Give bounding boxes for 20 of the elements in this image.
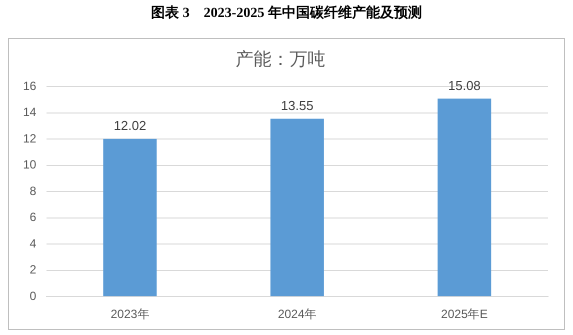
- bar: [270, 118, 324, 296]
- y-tick-label: 8: [30, 184, 37, 198]
- x-tick-label: 2023年: [110, 307, 150, 322]
- bar: [103, 138, 157, 296]
- y-tick-label: 14: [22, 105, 37, 120]
- data-label: 15.08: [448, 78, 481, 93]
- x-tick-label: 2025年E: [441, 307, 488, 322]
- y-tick-label: 0: [30, 288, 37, 303]
- y-tick-label: 6: [30, 210, 37, 224]
- chart-subtitle: 产能：万吨: [236, 48, 326, 69]
- chart-title: 图表 3 2023-2025 年中国碳纤维产能及预测: [150, 4, 423, 22]
- y-tick-label: 4: [30, 236, 37, 250]
- bar: [438, 98, 492, 296]
- y-tick-label: 10: [22, 158, 37, 172]
- data-label: 13.55: [280, 98, 314, 113]
- y-tick-label: 2: [30, 262, 37, 277]
- x-tick-label: 2024年: [278, 307, 317, 322]
- y-tick-label: 16: [22, 78, 37, 93]
- y-tick-label: 12: [22, 131, 37, 146]
- data-label: 12.02: [114, 118, 146, 133]
